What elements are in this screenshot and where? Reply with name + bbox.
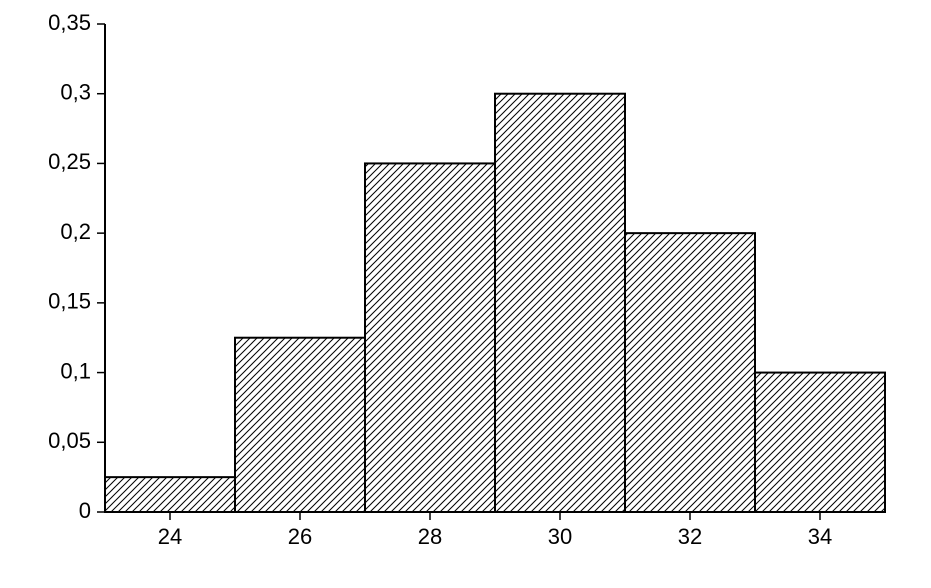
- x-tick-label: 26: [288, 524, 312, 549]
- x-tick-label: 28: [418, 524, 442, 549]
- y-tick-label: 0,05: [48, 428, 91, 453]
- x-tick-label: 32: [678, 524, 702, 549]
- y-tick-label: 0,1: [60, 358, 91, 383]
- y-tick-label: 0,2: [60, 219, 91, 244]
- bar-2: [365, 163, 495, 512]
- y-tick-label: 0: [79, 498, 91, 523]
- x-tick-label: 34: [808, 524, 832, 549]
- histogram-chart: 0 0,05 0,1 0,15 0,2 0,25 0,3 0,35 24 26 28 30 32 34: [0, 0, 931, 588]
- y-tick-label: 0,25: [48, 149, 91, 174]
- bars-group: [105, 94, 885, 512]
- x-tick-label: 24: [158, 524, 182, 549]
- y-ticks: 0 0,05 0,1 0,15 0,2 0,25 0,3 0,35: [48, 10, 105, 523]
- y-tick-label: 0,3: [60, 80, 91, 105]
- y-tick-label: 0,35: [48, 10, 91, 35]
- x-ticks: 24 26 28 30 32 34: [158, 512, 832, 549]
- y-tick-label: 0,15: [48, 289, 91, 314]
- bar-3: [495, 94, 625, 512]
- x-tick-label: 30: [548, 524, 572, 549]
- bar-1: [235, 338, 365, 512]
- bar-4: [625, 233, 755, 512]
- bar-5: [755, 373, 885, 512]
- bar-0: [105, 477, 235, 512]
